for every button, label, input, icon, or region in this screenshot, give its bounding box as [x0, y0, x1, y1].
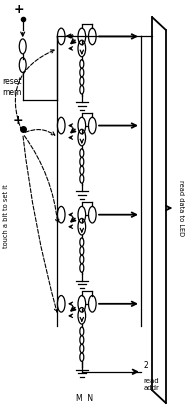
- Text: reset
mem: reset mem: [3, 77, 22, 97]
- Text: +: +: [14, 2, 24, 15]
- Text: +: +: [13, 114, 23, 127]
- Text: M  N: M N: [76, 394, 93, 403]
- Text: touch a bit to set it: touch a bit to set it: [3, 184, 9, 248]
- Text: read data to LED: read data to LED: [178, 180, 184, 236]
- Text: 2: 2: [143, 361, 148, 370]
- Text: read
addr: read addr: [143, 378, 159, 391]
